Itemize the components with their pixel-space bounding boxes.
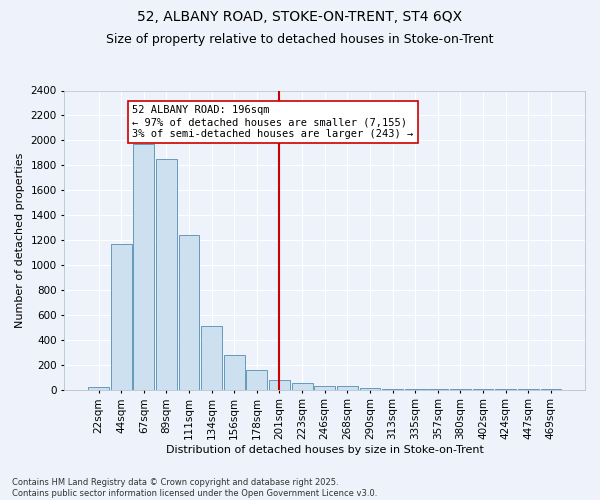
X-axis label: Distribution of detached houses by size in Stoke-on-Trent: Distribution of detached houses by size …	[166, 445, 484, 455]
Bar	[337, 386, 358, 390]
Text: Size of property relative to detached houses in Stoke-on-Trent: Size of property relative to detached ho…	[106, 32, 494, 46]
Bar	[88, 386, 109, 390]
Bar	[156, 159, 177, 390]
Bar	[314, 386, 335, 390]
Bar	[201, 326, 222, 390]
Text: 52, ALBANY ROAD, STOKE-ON-TRENT, ST4 6QX: 52, ALBANY ROAD, STOKE-ON-TRENT, ST4 6QX	[137, 10, 463, 24]
Bar	[359, 388, 380, 390]
Bar	[111, 244, 131, 390]
Bar	[292, 384, 313, 390]
Y-axis label: Number of detached properties: Number of detached properties	[15, 152, 25, 328]
Bar	[133, 144, 154, 390]
Bar	[247, 370, 267, 390]
Bar	[179, 235, 199, 390]
Bar	[405, 389, 425, 390]
Bar	[382, 388, 403, 390]
Text: Contains HM Land Registry data © Crown copyright and database right 2025.
Contai: Contains HM Land Registry data © Crown c…	[12, 478, 377, 498]
Bar	[224, 356, 245, 390]
Text: 52 ALBANY ROAD: 196sqm
← 97% of detached houses are smaller (7,155)
3% of semi-d: 52 ALBANY ROAD: 196sqm ← 97% of detached…	[133, 106, 413, 138]
Bar	[269, 380, 290, 390]
